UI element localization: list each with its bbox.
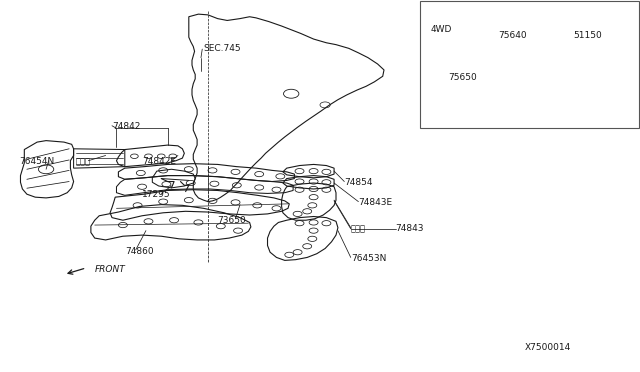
Text: 76453N: 76453N	[351, 254, 386, 263]
Text: 74854: 74854	[344, 178, 373, 187]
Text: 75650: 75650	[448, 73, 477, 82]
Text: 75640: 75640	[498, 31, 527, 40]
Text: 非脱无: 非脱无	[351, 224, 365, 233]
Text: 74843: 74843	[396, 224, 424, 233]
Text: 74843E: 74843E	[358, 198, 392, 207]
Text: 非脱无: 非脱无	[76, 157, 90, 166]
Bar	[420, 1, 639, 128]
Text: X7500014: X7500014	[525, 343, 571, 352]
Text: FRONT: FRONT	[95, 265, 125, 274]
Text: 74842: 74842	[112, 122, 140, 131]
Text: SEC.745: SEC.745	[204, 44, 241, 53]
Text: 73650: 73650	[218, 216, 246, 225]
Text: 17295: 17295	[142, 190, 171, 199]
Text: 51150: 51150	[573, 31, 602, 40]
Text: 76454N: 76454N	[19, 157, 54, 166]
Text: 74860: 74860	[125, 247, 154, 256]
Text: 74842E: 74842E	[142, 157, 176, 166]
Text: 4WD: 4WD	[430, 25, 451, 34]
